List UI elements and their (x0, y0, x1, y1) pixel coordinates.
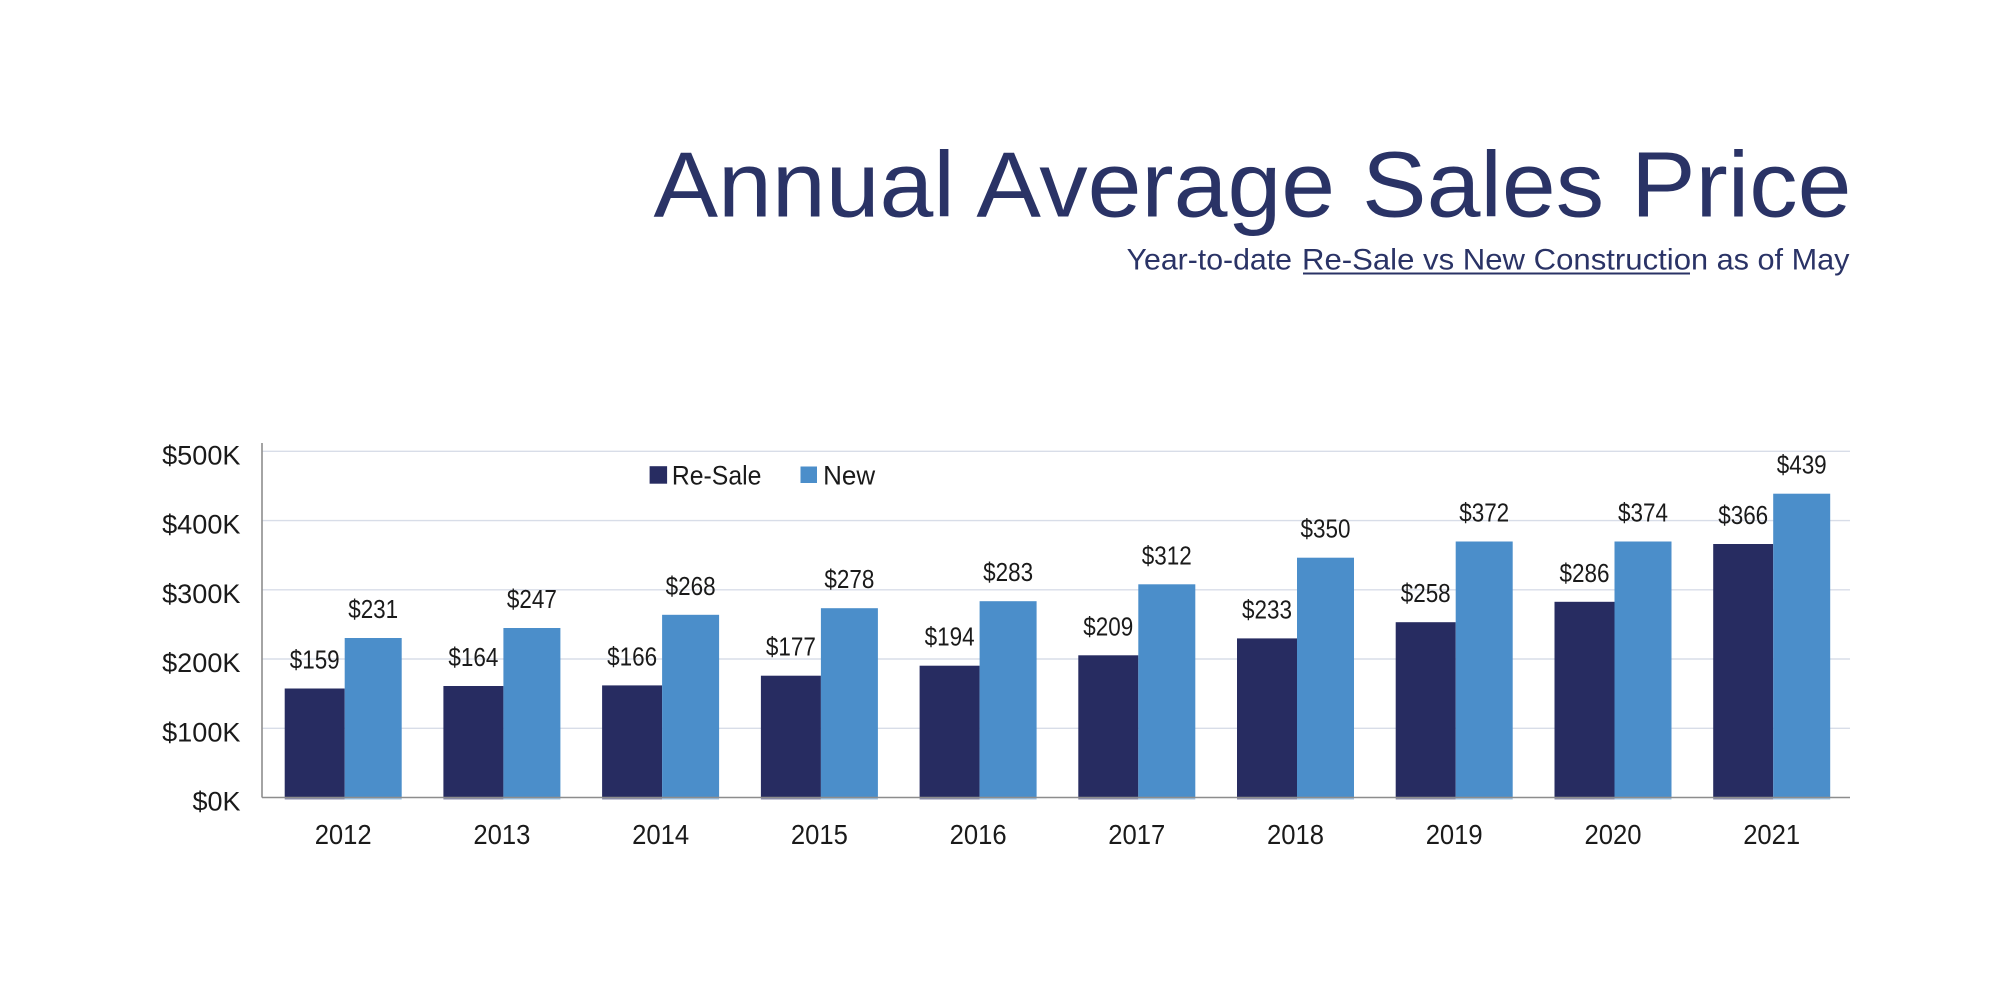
svg-text:n as of May: n as of May (1691, 244, 1850, 277)
svg-text:$194: $194 (925, 622, 975, 652)
svg-text:2021: 2021 (1743, 819, 1800, 850)
svg-text:$159: $159 (290, 645, 340, 675)
svg-text:$268: $268 (666, 571, 716, 601)
svg-text:2019: 2019 (1426, 819, 1483, 850)
svg-text:$372: $372 (1459, 498, 1509, 528)
svg-text:$400K: $400K (162, 510, 240, 540)
svg-text:Annual Average Sales Price: Annual Average Sales Price (654, 132, 1852, 236)
svg-text:2017: 2017 (1108, 819, 1165, 850)
svg-text:$100K: $100K (162, 717, 240, 747)
svg-text:2015: 2015 (791, 819, 848, 850)
svg-text:$200K: $200K (162, 648, 240, 678)
svg-text:$366: $366 (1718, 500, 1768, 530)
svg-text:2012: 2012 (315, 819, 372, 850)
svg-text:2014: 2014 (632, 819, 689, 850)
svg-text:$439: $439 (1777, 450, 1827, 480)
svg-text:$166: $166 (607, 641, 657, 671)
svg-text:$258: $258 (1401, 578, 1451, 608)
svg-text:Year-to-date: Year-to-date (1127, 244, 1292, 277)
svg-text:2013: 2013 (473, 819, 530, 850)
svg-text:Re-Sale vs New Constructio: Re-Sale vs New Constructio (1302, 244, 1691, 277)
svg-text:$209: $209 (1083, 611, 1133, 641)
svg-text:2020: 2020 (1585, 819, 1642, 850)
svg-text:$286: $286 (1560, 558, 1610, 588)
svg-text:$374: $374 (1618, 498, 1668, 528)
svg-text:$500K: $500K (162, 440, 240, 470)
svg-text:$177: $177 (766, 632, 816, 662)
svg-text:$312: $312 (1142, 540, 1192, 570)
svg-text:New: New (823, 460, 876, 490)
svg-text:2016: 2016 (950, 819, 1007, 850)
svg-text:$283: $283 (983, 557, 1033, 587)
svg-text:$350: $350 (1301, 514, 1351, 544)
svg-text:$300K: $300K (162, 579, 240, 609)
svg-text:$0K: $0K (193, 787, 241, 817)
svg-text:$278: $278 (824, 564, 874, 594)
svg-text:2018: 2018 (1267, 819, 1324, 850)
svg-text:$164: $164 (448, 642, 498, 672)
svg-text:$231: $231 (348, 594, 398, 624)
svg-text:$233: $233 (1242, 594, 1292, 624)
svg-text:Re-Sale: Re-Sale (672, 460, 762, 490)
svg-text:$247: $247 (507, 584, 557, 614)
